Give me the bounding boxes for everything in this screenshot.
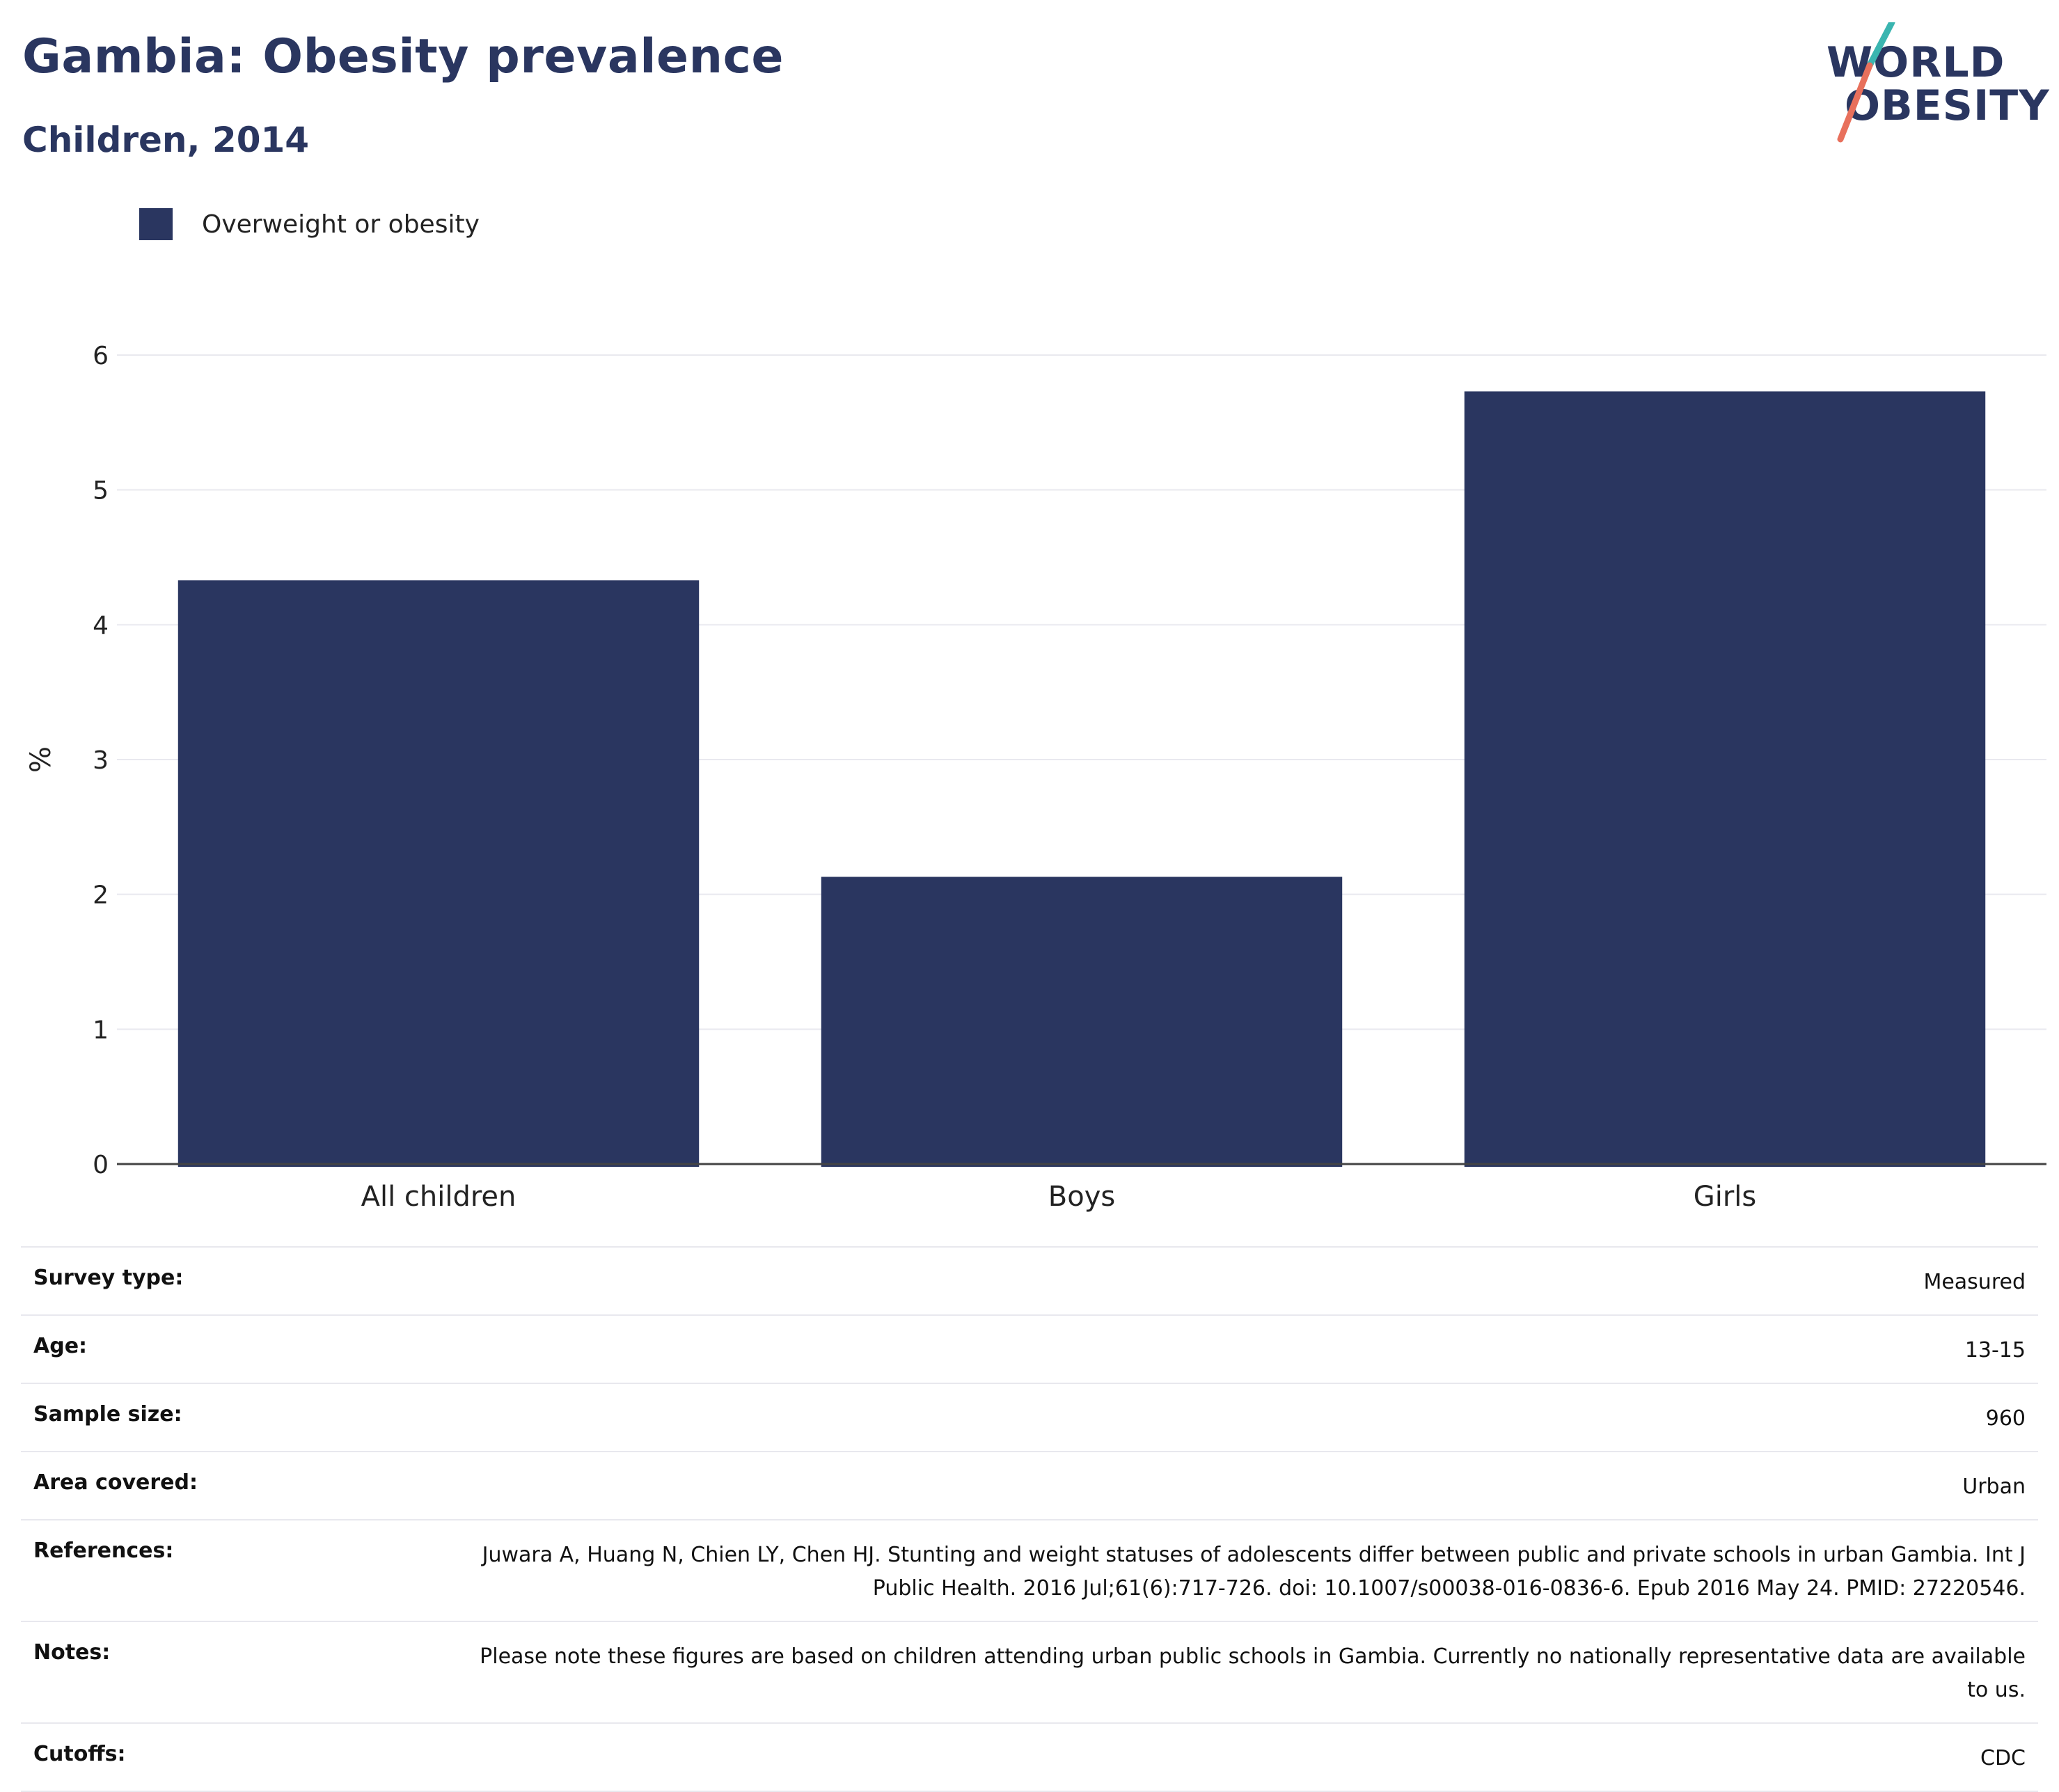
legend-label: Overweight or obesity — [202, 210, 480, 239]
logo-slash-icon — [1837, 22, 1895, 143]
y-tick-label: 4 — [93, 611, 109, 640]
info-row: References: Juwara A, Huang N, Chien LY, … — [21, 1520, 2038, 1622]
info-row: Age: 13-15 — [21, 1316, 2038, 1384]
info-row: Area covered: Urban — [21, 1452, 2038, 1520]
y-tick-label: 3 — [93, 746, 109, 775]
info-row: Notes: Please note these figures are base… — [21, 1622, 2038, 1724]
info-label: Sample size: — [33, 1402, 182, 1426]
y-tick-label: 5 — [93, 477, 109, 505]
info-value: Measured — [1923, 1270, 2026, 1294]
info-label: Survey type: — [33, 1266, 184, 1290]
y-tick-label: 6 — [93, 342, 109, 370]
x-tick-label: Boys — [1048, 1181, 1115, 1213]
page-title: Gambia: Obesity prevalence — [22, 29, 784, 84]
y-axis-label: % — [25, 746, 57, 773]
info-value: Urban — [1962, 1475, 2026, 1499]
y-tick-label: 0 — [93, 1151, 109, 1179]
info-value: 13-15 — [1964, 1338, 2026, 1362]
x-tick-label: All children — [361, 1181, 516, 1213]
world-obesity-logo: WORLD OBESITY — [1817, 22, 2049, 148]
y-tick-label: 2 — [93, 881, 109, 910]
page-subtitle: Children, 2014 — [22, 120, 310, 160]
y-tick-label: 1 — [93, 1016, 109, 1044]
info-label: Age: — [33, 1334, 88, 1358]
survey-info-table: Survey type: Measured Age: 13-15 Sample size… — [21, 1246, 2038, 1792]
legend-swatch — [139, 208, 173, 240]
info-value: 960 — [1985, 1406, 2026, 1431]
bar-girls — [1464, 391, 1986, 1167]
info-row: Survey type: Measured — [21, 1248, 2038, 1316]
info-label: Area covered: — [33, 1470, 198, 1495]
logo-line-2: OBESITY — [1845, 81, 2050, 130]
bar-all-children — [178, 580, 700, 1167]
info-value: Juwara A, Huang N, Chien LY, Chen HJ. St… — [482, 1543, 2026, 1601]
info-row: Sample size: 960 — [21, 1384, 2038, 1452]
x-tick-label: Girls — [1694, 1181, 1757, 1213]
info-value: CDC — [1980, 1746, 2026, 1770]
bar-chart: 0 1 2 3 4 5 6% All children Boys Girls — [25, 342, 2046, 1213]
chart-legend[interactable]: Overweight or obesity — [139, 206, 480, 242]
info-value: Please note these figures are based on c… — [480, 1644, 2026, 1702]
info-label: Notes: — [33, 1640, 111, 1665]
bar-boys — [821, 877, 1343, 1167]
info-label: Cutoffs: — [33, 1742, 126, 1766]
info-label: References: — [33, 1539, 174, 1563]
logo-line-1: WORLD — [1827, 38, 2005, 87]
info-row: Cutoffs: CDC — [21, 1724, 2038, 1792]
